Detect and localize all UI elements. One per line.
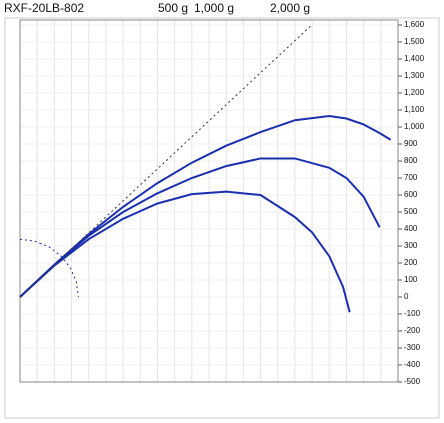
y-tick-label: -100 — [404, 309, 421, 318]
y-tick-label: 600 — [404, 190, 418, 199]
y-tick-label: -400 — [404, 360, 421, 369]
y-tick-label: -300 — [404, 343, 421, 352]
y-tick-label: 1,400 — [404, 54, 425, 63]
y-tick-label: 300 — [404, 241, 418, 250]
y-tick-label: 1,500 — [404, 37, 425, 46]
series-line — [19, 157, 381, 298]
y-tick-label: 1,200 — [404, 88, 425, 97]
y-tick-label: 700 — [404, 173, 418, 182]
y-tick-label: 800 — [404, 156, 418, 165]
legend-entry: 2,000 g — [270, 1, 310, 15]
y-tick-label: 400 — [404, 224, 418, 233]
chart-title: RXF-20LB-802 — [4, 1, 84, 15]
y-tick-label: 1,000 — [404, 122, 425, 131]
series-line — [19, 190, 351, 313]
y-tick-label: 1,100 — [404, 105, 425, 114]
y-tick-label: 200 — [404, 258, 418, 267]
y-tick-label: 0 — [404, 292, 409, 301]
frame — [4, 17, 440, 419]
series-line — [19, 238, 79, 298]
y-tick-label: -500 — [404, 377, 421, 386]
plot-area — [19, 19, 399, 383]
legend-entry: 500 g — [158, 1, 188, 15]
y-tick-label: 1,600 — [404, 20, 425, 29]
y-tick-label: 100 — [404, 275, 418, 284]
y-tick-label: 900 — [404, 139, 418, 148]
y-tick-label: -200 — [404, 326, 421, 335]
y-tick-label: 1,300 — [404, 71, 425, 80]
series-line — [19, 114, 392, 298]
legend-entry: 1,000 g — [194, 1, 234, 15]
y-tick-label: 500 — [404, 207, 418, 216]
series-line — [19, 24, 313, 298]
